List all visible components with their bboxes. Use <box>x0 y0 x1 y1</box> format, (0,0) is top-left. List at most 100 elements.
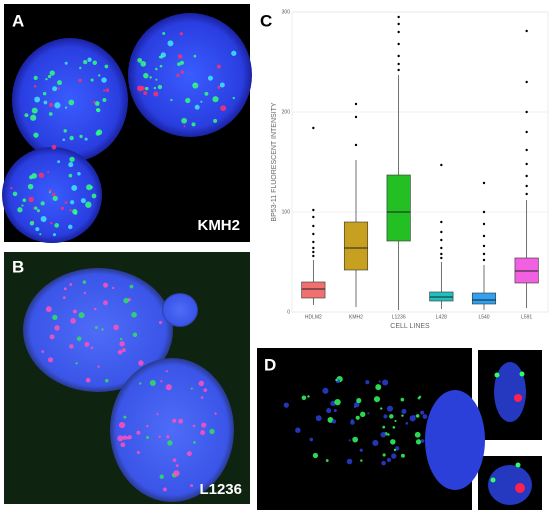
outlier <box>354 102 358 106</box>
spot <box>367 412 370 415</box>
spot <box>83 291 87 295</box>
spot <box>309 437 314 442</box>
outlier <box>482 210 486 214</box>
spot <box>68 99 75 106</box>
spot <box>27 183 34 190</box>
spot <box>67 224 73 230</box>
spot <box>307 395 310 398</box>
spot <box>64 61 68 65</box>
spot <box>192 82 199 89</box>
spot <box>392 426 396 429</box>
spot <box>136 85 143 92</box>
spot <box>98 74 101 77</box>
spot <box>375 384 382 391</box>
panel-a: A KMH2 <box>2 4 252 243</box>
spot <box>400 453 405 458</box>
spot <box>146 435 150 439</box>
outlier <box>525 29 528 33</box>
nucleus <box>128 13 252 137</box>
spot <box>382 453 386 457</box>
spot <box>166 435 170 439</box>
spot <box>101 77 107 83</box>
spot <box>52 86 58 92</box>
spot <box>158 435 161 438</box>
spot <box>356 398 362 404</box>
spot <box>21 204 24 207</box>
spot <box>33 132 39 138</box>
spot <box>119 337 123 341</box>
spot <box>415 414 420 418</box>
outlier <box>482 252 486 256</box>
spot <box>193 54 197 58</box>
spot <box>372 439 379 447</box>
spot <box>400 397 405 402</box>
spot <box>192 424 196 428</box>
signal <box>519 371 525 377</box>
spot <box>190 387 193 390</box>
y-tick-label: 0 <box>287 309 290 315</box>
spot <box>76 336 82 341</box>
spot <box>217 85 221 89</box>
spot <box>413 415 416 418</box>
spot <box>68 162 74 168</box>
spot <box>69 156 75 163</box>
spot <box>47 171 50 174</box>
spot <box>198 380 205 387</box>
spot <box>54 102 61 109</box>
spot <box>64 106 68 109</box>
outlier <box>312 250 315 254</box>
spot <box>90 78 94 82</box>
outlier <box>482 222 486 226</box>
spot <box>12 191 18 197</box>
x-tick-label: L591 <box>521 314 532 320</box>
spot <box>105 378 109 383</box>
spot <box>117 435 124 442</box>
outlier <box>440 252 443 256</box>
spot <box>35 227 40 232</box>
spot <box>335 378 338 382</box>
outlier <box>397 68 400 72</box>
y-tick-label: 100 <box>282 209 291 215</box>
box <box>514 257 539 284</box>
spot <box>36 209 40 213</box>
y-axis-label: BP53-11 FLUORESCENT INTENSITY <box>271 102 278 221</box>
spot <box>70 318 76 324</box>
spot <box>57 80 62 86</box>
spot <box>420 439 425 443</box>
outlier <box>440 238 443 242</box>
spot <box>38 172 45 179</box>
signal <box>515 483 525 493</box>
spot <box>176 73 180 78</box>
spot <box>42 91 47 96</box>
spot <box>373 396 381 403</box>
spot <box>201 422 207 428</box>
chromosome <box>494 362 526 422</box>
spot <box>405 422 409 425</box>
outlier <box>482 258 486 262</box>
spot <box>129 284 134 289</box>
spot <box>167 40 174 47</box>
spot <box>191 122 196 127</box>
spot <box>31 173 37 179</box>
spot <box>177 54 183 59</box>
spot <box>138 360 144 366</box>
spot <box>69 135 74 141</box>
outlier <box>525 80 528 84</box>
spot <box>136 430 141 435</box>
box <box>301 281 326 299</box>
spot <box>183 125 186 128</box>
outlier <box>397 15 400 19</box>
panel-c: C BP53-11 FLUORESCENT INTENSITY CELL LIN… <box>260 9 549 330</box>
spot <box>60 206 64 211</box>
panel-letter: A <box>12 11 24 30</box>
spot <box>159 64 163 68</box>
spot <box>48 112 53 116</box>
outlier <box>440 246 443 250</box>
spot <box>414 431 421 438</box>
spot <box>103 89 106 92</box>
spot <box>295 427 301 433</box>
spot <box>140 61 147 67</box>
spot <box>386 457 392 463</box>
spot <box>40 216 47 223</box>
spot <box>30 114 37 121</box>
